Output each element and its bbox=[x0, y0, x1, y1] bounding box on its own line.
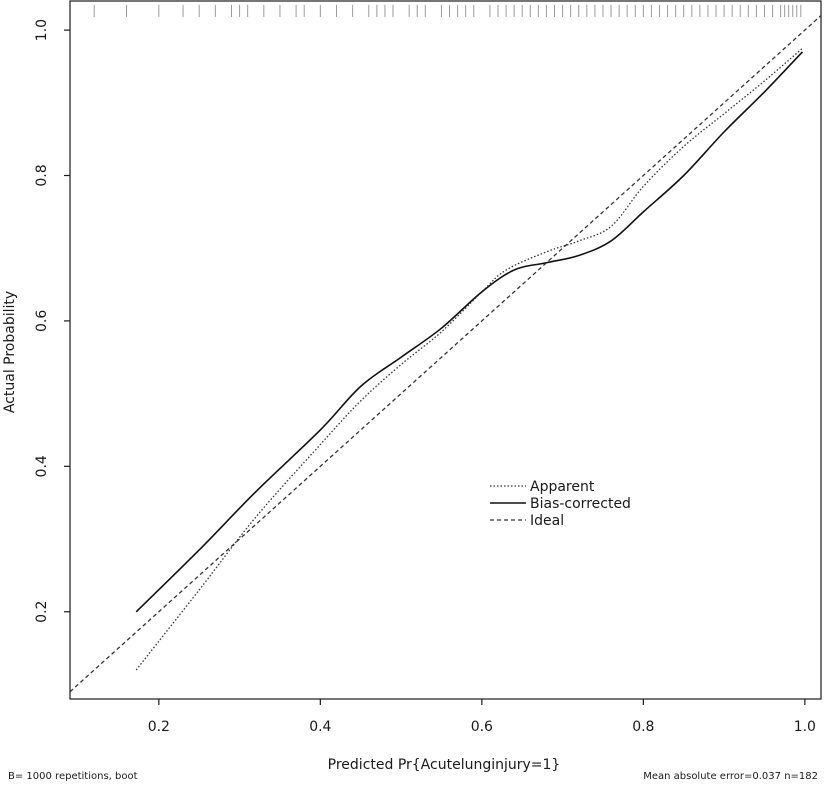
x-tick-label: 0.4 bbox=[309, 719, 331, 735]
rug-marks bbox=[93, 5, 802, 17]
legend-label-apparent: Apparent bbox=[530, 479, 595, 495]
footnote-bootstrap: B= 1000 repetitions, boot bbox=[8, 771, 138, 782]
footnote-mean-absolute-error: Mean absolute error=0.037 n=182 bbox=[643, 771, 818, 782]
y-tick-label: 0.6 bbox=[34, 310, 50, 332]
y-tick-label: 0.4 bbox=[34, 455, 50, 477]
x-axis-title: Predicted Pr{Acutelunginjury=1} bbox=[328, 757, 561, 773]
series-line-apparent bbox=[135, 47, 803, 671]
x-tick-label: 0.8 bbox=[632, 719, 654, 735]
legend-label-ideal: Ideal bbox=[530, 513, 564, 529]
y-tick-label: 1.0 bbox=[34, 19, 50, 41]
x-tick-label: 0.6 bbox=[471, 719, 493, 735]
series-lines bbox=[69, 15, 822, 693]
y-tick-label: 0.2 bbox=[34, 601, 50, 623]
axes: 0.2 0.4 0.6 0.8 1.0 0.2 0.4 0.6 0.8 1.0 bbox=[34, 19, 816, 735]
y-tick-label: 0.8 bbox=[34, 164, 50, 186]
series-line-bias-corrected bbox=[135, 51, 804, 613]
x-tick-label: 0.2 bbox=[148, 719, 170, 735]
legend: Apparent Bias-corrected Ideal bbox=[490, 479, 631, 529]
series-line-ideal bbox=[69, 15, 822, 693]
x-tick-label: 1.0 bbox=[794, 719, 816, 735]
y-axis-title: Actual Probability bbox=[2, 291, 18, 413]
plot-frame bbox=[69, 0, 822, 700]
legend-label-bias-corrected: Bias-corrected bbox=[530, 496, 631, 512]
